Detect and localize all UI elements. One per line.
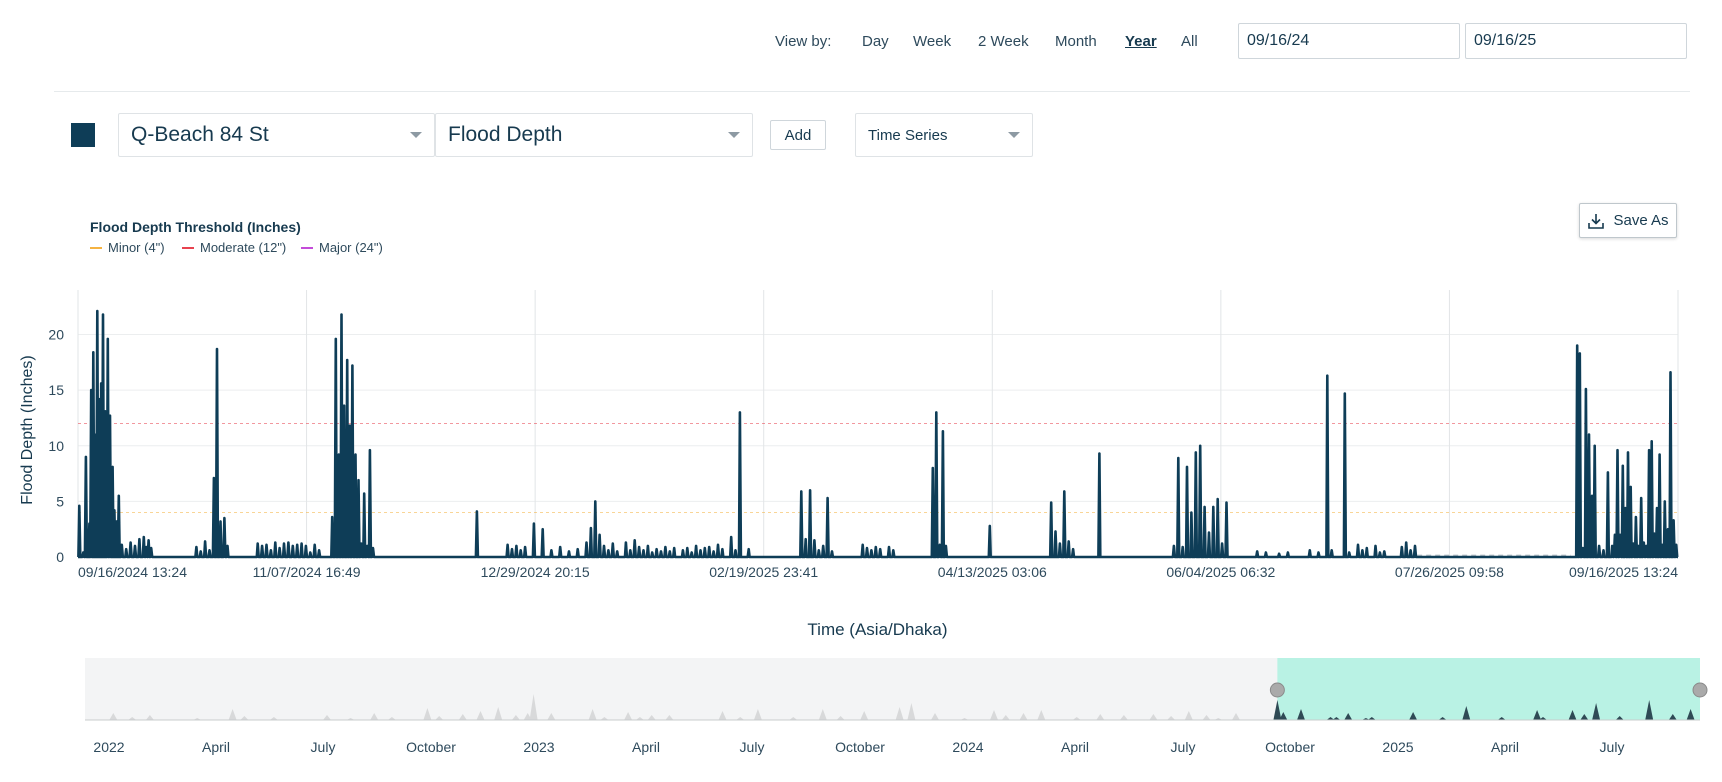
legend-major-label: Major (24") — [319, 240, 383, 255]
y-axis-ticks: 0 5 10 15 20 — [48, 327, 64, 566]
x-axis-label: Time (Asia/Dhaka) — [807, 620, 948, 639]
navigator-selection — [1277, 658, 1700, 720]
legend-item-minor: Minor (4") — [90, 240, 165, 255]
y-tick-label: 5 — [56, 493, 64, 509]
navigator-label: 2024 — [952, 739, 983, 755]
x-tick-label: 04/13/2025 03:06 — [938, 564, 1047, 580]
view-day-option[interactable]: Day — [862, 33, 889, 50]
x-tick-label: 11/07/2024 16:49 — [253, 564, 361, 580]
legend-moderate-line — [182, 246, 194, 249]
navigator-label: October — [406, 739, 456, 755]
legend-item-moderate: Moderate (12") — [182, 240, 286, 255]
x-axis-ticks: 09/16/2024 13:24 11/07/2024 16:49 12/29/20… — [78, 564, 1678, 580]
x-tick-label: 12/29/2024 20:15 — [481, 564, 590, 580]
x-tick-label: 09/16/2024 13:24 — [78, 564, 187, 580]
legend-minor-line — [90, 246, 102, 249]
save-as-label: Save As — [1613, 212, 1669, 229]
navigator-label: July — [1600, 739, 1625, 755]
view-by-label: View by: — [775, 33, 832, 50]
navigator-label: 2025 — [1382, 739, 1413, 755]
navigator-label: October — [1265, 739, 1315, 755]
legend-minor-label: Minor (4") — [108, 240, 165, 255]
y-tick-label: 15 — [48, 382, 64, 398]
navigator-label: April — [1061, 739, 1089, 755]
navigator-label: April — [632, 739, 660, 755]
series-color-swatch[interactable] — [71, 123, 95, 147]
toolbar-divider — [54, 91, 1690, 92]
x-tick-label: 02/19/2025 23:41 — [709, 564, 818, 580]
navigator-label: April — [202, 739, 230, 755]
flood-depth-series-line — [77, 309, 1679, 559]
navigator-label: April — [1491, 739, 1519, 755]
y-tick-label: 0 — [56, 549, 64, 565]
legend-title: Flood Depth Threshold (Inches) — [90, 219, 301, 235]
metric-select-value: Flood Depth — [448, 123, 563, 146]
navigator-right-handle[interactable] — [1692, 682, 1708, 698]
save-as-button[interactable]: Save As — [1579, 203, 1677, 238]
navigator-area-selected — [1273, 700, 1695, 720]
view-month-option[interactable]: Month — [1055, 33, 1097, 50]
x-tick-label: 06/04/2025 06:32 — [1166, 564, 1275, 580]
navigator-label: October — [835, 739, 885, 755]
view-year-option[interactable]: Year — [1125, 33, 1157, 50]
download-icon — [1588, 213, 1605, 229]
chevron-down-icon — [728, 132, 740, 138]
navigator-label: July — [1171, 739, 1196, 755]
view-all-option[interactable]: All — [1181, 33, 1198, 50]
navigator-left-handle[interactable] — [1269, 682, 1285, 698]
view-2week-option[interactable]: 2 Week — [978, 33, 1029, 50]
x-tick-label: 07/26/2025 09:58 — [1395, 564, 1504, 580]
metric-select[interactable]: Flood Depth — [435, 113, 753, 157]
y-tick-label: 10 — [48, 438, 64, 454]
navigator-label: 2022 — [93, 739, 124, 755]
start-date-input[interactable] — [1238, 23, 1460, 59]
navigator-labels: 2022 April July October 2023 April July October… — [93, 739, 1624, 755]
location-select-value: Q-Beach 84 St — [131, 123, 269, 146]
legend-moderate-label: Moderate (12") — [200, 240, 287, 255]
navigator-label: July — [740, 739, 765, 755]
chart-type-value: Time Series — [868, 126, 948, 144]
navigator-label: 2023 — [523, 739, 554, 755]
view-week-option[interactable]: Week — [913, 33, 952, 50]
chart-type-select[interactable]: Time Series — [855, 113, 1033, 157]
x-tick-label: 09/16/2025 13:24 — [1569, 564, 1678, 580]
legend-major-line — [301, 246, 313, 249]
add-button[interactable]: Add — [770, 120, 826, 150]
chevron-down-icon — [410, 132, 422, 138]
legend-item-major: Major (24") — [301, 240, 383, 255]
navigator-label: July — [311, 739, 336, 755]
y-tick-label: 20 — [48, 327, 64, 343]
location-select[interactable]: Q-Beach 84 St — [118, 113, 435, 157]
end-date-input[interactable] — [1465, 23, 1687, 59]
chevron-down-icon — [1008, 132, 1020, 138]
